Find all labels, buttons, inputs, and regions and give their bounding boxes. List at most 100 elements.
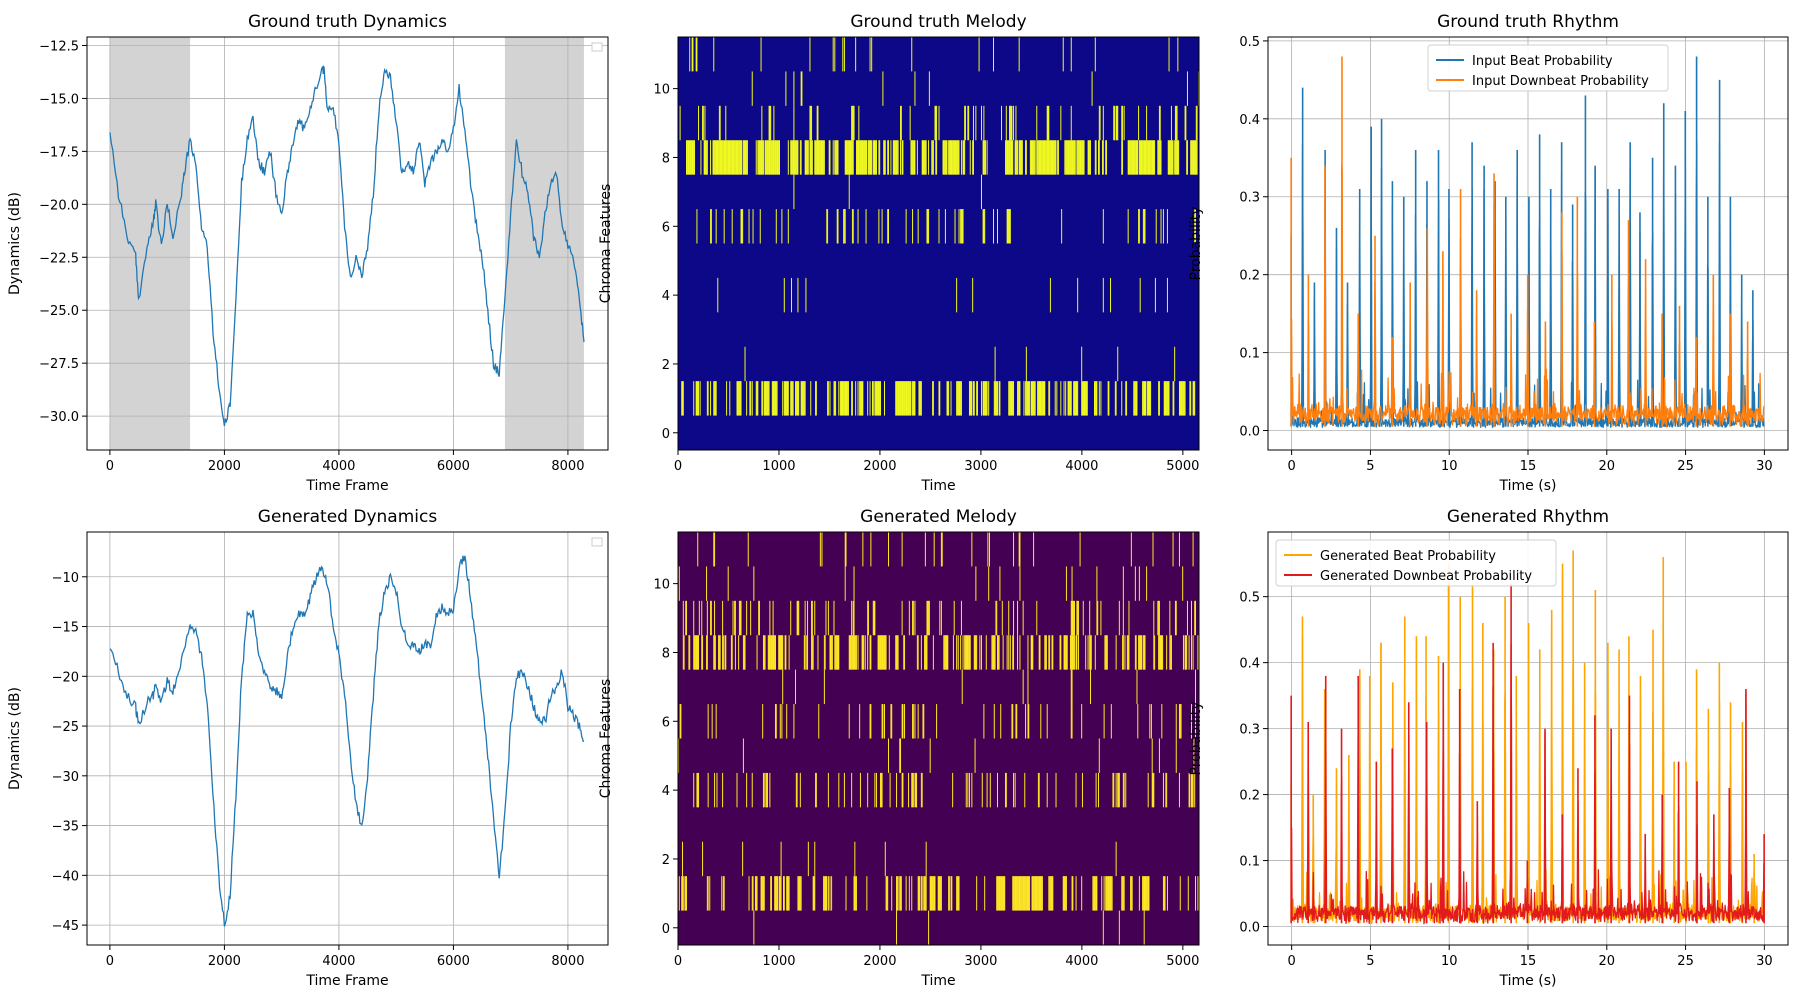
chroma-cell <box>851 635 853 670</box>
chroma-cell <box>1106 876 1108 911</box>
chroma-cell <box>785 635 787 670</box>
chroma-cell <box>1127 140 1129 175</box>
chroma-cell <box>714 381 716 416</box>
chroma-cell <box>1186 600 1188 636</box>
chroma-cell <box>932 140 934 175</box>
chroma-cell <box>818 704 820 739</box>
chroma-cell <box>706 635 708 670</box>
chroma-cell <box>713 381 715 416</box>
chroma-cell <box>1150 381 1152 416</box>
chroma-cell <box>715 140 717 175</box>
chroma-cell <box>796 140 798 175</box>
chroma-cell <box>809 37 811 72</box>
chroma-cell <box>1137 704 1139 739</box>
chroma-cell <box>922 140 924 175</box>
chroma-cell <box>1027 635 1029 670</box>
chroma-cell <box>823 669 825 705</box>
chroma-cell <box>737 381 739 416</box>
chroma-cell <box>1191 140 1193 175</box>
chroma-cell <box>967 105 969 141</box>
chroma-cell <box>1094 140 1096 175</box>
chroma-cell <box>1067 381 1069 416</box>
chroma-cell <box>1064 140 1066 175</box>
chroma-cell <box>1158 381 1160 416</box>
legend-label-1: Input Downbeat Probability <box>1472 74 1649 89</box>
chroma-cell <box>1032 635 1034 670</box>
y-tick-label: 0.5 <box>1239 35 1260 50</box>
chroma-cell <box>984 876 986 911</box>
chroma-cell <box>1087 140 1089 175</box>
chroma-cell <box>718 140 720 175</box>
chroma-cell <box>980 174 982 210</box>
chroma-cell <box>911 772 913 808</box>
chroma-cell <box>929 738 931 773</box>
chroma-cell <box>998 381 1000 416</box>
chroma-cell <box>1158 381 1160 416</box>
chroma-cell <box>1023 381 1025 416</box>
x-tick-label: 1000 <box>762 459 795 474</box>
chroma-cell <box>920 876 922 911</box>
chroma-cell <box>852 105 854 141</box>
chroma-cell <box>870 704 872 739</box>
chroma-cell <box>1012 140 1014 175</box>
chroma-cell <box>895 140 897 175</box>
chroma-cell <box>745 140 747 175</box>
chroma-cell <box>815 140 817 175</box>
chroma-cell <box>697 772 699 808</box>
chroma-cell <box>703 140 705 175</box>
chroma-cell <box>791 277 793 313</box>
chroma-cell <box>1130 140 1132 175</box>
chroma-cell <box>859 140 861 175</box>
y-tick-label: 4 <box>662 784 670 799</box>
chroma-cell <box>740 209 742 244</box>
chroma-cell <box>1148 381 1150 416</box>
chroma-cell <box>884 635 886 670</box>
y-tick-label: −15.0 <box>39 92 79 107</box>
chroma-cell <box>682 841 684 877</box>
chroma-cell <box>948 140 950 175</box>
chroma-cell <box>835 381 837 416</box>
chroma-cell <box>797 381 799 416</box>
chroma-cell <box>957 635 959 670</box>
chroma-cell <box>742 140 744 175</box>
chroma-cell <box>758 600 760 636</box>
chroma-cell <box>721 876 723 911</box>
chroma-cell <box>1065 635 1067 670</box>
chroma-cell <box>1123 876 1125 911</box>
chroma-cell <box>1084 381 1086 416</box>
chroma-cell <box>819 140 821 175</box>
chroma-cell <box>980 381 982 416</box>
chroma-cell <box>742 738 744 773</box>
chroma-cell <box>888 140 890 175</box>
chroma-cell <box>938 105 940 141</box>
chroma-cell <box>1161 704 1163 739</box>
chroma-cell <box>958 140 960 175</box>
y-tick-label: −22.5 <box>39 251 79 266</box>
chroma-cell <box>910 381 912 416</box>
chroma-cell <box>984 381 986 416</box>
chroma-cell <box>1017 140 1019 175</box>
chroma-cell <box>1008 209 1010 244</box>
chroma-cell <box>793 140 795 175</box>
chroma-cell <box>793 704 795 739</box>
chroma-cell <box>1033 381 1035 416</box>
chroma-cell <box>980 105 982 141</box>
chroma-cell <box>843 209 845 244</box>
chroma-cell <box>797 277 799 313</box>
chroma-cell <box>848 704 850 739</box>
chroma-cell <box>814 140 816 175</box>
chroma-cell <box>1013 876 1015 911</box>
chroma-cell <box>850 140 852 175</box>
chroma-cell <box>1062 37 1064 72</box>
chroma-cell <box>975 566 977 601</box>
chroma-cell <box>986 381 988 416</box>
chroma-cell <box>1137 140 1139 175</box>
chroma-cell <box>953 140 955 175</box>
chroma-cell <box>853 876 855 911</box>
chroma-cell <box>774 704 776 739</box>
chroma-cell <box>1014 140 1016 175</box>
chroma-cell <box>815 140 817 175</box>
shaded-region <box>109 37 191 450</box>
x-tick-label: 5 <box>1366 459 1374 474</box>
chart-title: Generated Dynamics <box>258 507 438 527</box>
